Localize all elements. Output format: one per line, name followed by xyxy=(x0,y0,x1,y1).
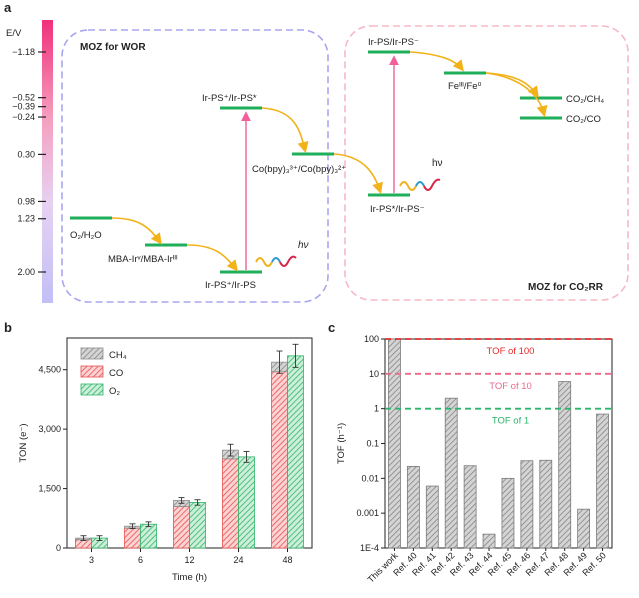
panel-b: b 0 1,500 3,000 4,500 TON (e⁻) Time (h) 3 6 12 24… xyxy=(4,320,313,583)
chart-b-legend-label: O₂ xyxy=(109,386,120,397)
chart-c-ytick-label: 100 xyxy=(364,334,379,344)
bar-tof xyxy=(388,338,401,549)
label-irps-plus-ground: Ir-PS⁺/Ir-PS xyxy=(205,280,256,291)
chart-c-ytick-label: 10 xyxy=(369,369,379,379)
energy-axis-tick-label: −0.39 xyxy=(12,102,35,112)
bar-tof xyxy=(577,508,591,549)
chart-b-xtick-label: 6 xyxy=(138,555,143,565)
bar-tof xyxy=(463,465,477,549)
bar-tof xyxy=(539,459,553,549)
bar-o2 xyxy=(238,456,255,549)
wor-zone-box xyxy=(61,29,329,303)
label-cobpy: Co(bpy)₃³⁺/Co(bpy)₃²⁺ xyxy=(252,164,346,175)
energy-axis-tick-label: −0.52 xyxy=(12,93,35,103)
bar-tof xyxy=(520,460,534,549)
energy-axis-tick-label: 0.30 xyxy=(17,149,35,159)
hv-label-wor: hν xyxy=(298,240,309,251)
chart-c-reference-label: TOF of 1 xyxy=(492,416,529,427)
co2rr-zone-box xyxy=(344,25,629,301)
chart-b-legend-label: CH₄ xyxy=(109,350,127,361)
panel-a: a E/V −1.18 −0.52−0.39−0.24 0.30 0.98 1.23 2.… xyxy=(4,0,629,303)
chart-b-ylabel: TON (e⁻) xyxy=(18,423,29,462)
chart-c-ytick-label: 0.1 xyxy=(366,439,379,449)
label-mba: MBA-Irᵛ/MBA-Irᴵᴵᴵ xyxy=(108,254,178,265)
label-irps-plus-excited: Ir-PS⁺/Ir-PS* xyxy=(202,93,257,104)
panel-a-letter: a xyxy=(4,0,12,15)
panel-c-letter: c xyxy=(328,320,335,335)
label-co2-ch4: CO₂/CH₄ xyxy=(566,94,604,105)
chart-b-xlabel: Time (h) xyxy=(172,572,207,583)
co2rr-zone-title: MOZ for CO₂RR xyxy=(528,282,604,293)
chart-b: 0 1,500 3,000 4,500 TON (e⁻) Time (h) 3 6 12 24 48… xyxy=(18,337,313,583)
energy-axis-tick-label: −0.24 xyxy=(12,112,35,122)
arrow-irps-to-fe xyxy=(409,51,464,72)
bar-o2 xyxy=(140,523,157,549)
chart-b-legend-swatch xyxy=(80,365,104,378)
arrow-cobpy-to-irps-minus xyxy=(333,153,383,195)
bar-tof xyxy=(444,397,458,549)
arrow-fe-to-co xyxy=(485,72,548,118)
bar-tof xyxy=(406,466,420,549)
bar-o2 xyxy=(287,355,304,549)
bar-tof xyxy=(501,477,515,549)
arrow-mba-to-irps xyxy=(186,244,238,272)
photon-wave-co2rr xyxy=(399,178,441,191)
chart-b-xtick-label: 48 xyxy=(282,555,292,565)
chart-b-xtick-label: 3 xyxy=(89,555,94,565)
label-irps-minus-excited: Ir-PS/Ir-PS⁻ xyxy=(368,37,419,48)
energy-levels xyxy=(70,50,562,274)
hv-label-co2rr: hν xyxy=(432,158,443,169)
chart-c-ytick-label: 1 xyxy=(374,404,379,414)
label-irps-minus-ground: Ir-PS*/Ir-PS⁻ xyxy=(370,204,425,215)
chart-c-reference-label: TOF of 10 xyxy=(489,381,532,392)
energy-axis-tick-label: 0.98 xyxy=(17,196,35,206)
bar-tof xyxy=(425,485,439,549)
chart-b-ytick-label: 0 xyxy=(56,543,61,553)
bar-co xyxy=(75,539,92,549)
chart-c-ytick-label: 1E-4 xyxy=(360,543,379,553)
electron-transfer-arrows xyxy=(111,51,548,272)
label-fe: Feᴵᴵᴵ/Fe⁰ xyxy=(448,81,482,92)
arrow-o2-to-mba xyxy=(111,217,162,245)
bar-co xyxy=(271,371,288,549)
chart-c-ytick-label: 0.01 xyxy=(361,473,379,483)
label-co2-co: CO₂/CO xyxy=(566,114,601,125)
bar-tof xyxy=(482,533,496,549)
chart-b-ytick-label: 1,500 xyxy=(38,484,61,494)
bar-tof xyxy=(558,381,572,549)
chart-c-reference-label: TOF of 100 xyxy=(487,346,535,357)
chart-b-ytick-label: 3,000 xyxy=(38,424,61,434)
energy-axis-tick-label: −1.18 xyxy=(12,47,35,57)
chart-b-ytick-label: 4,500 xyxy=(38,365,61,375)
panel-b-letter: b xyxy=(4,320,12,335)
arrow-irps-to-cobpy xyxy=(261,107,309,154)
energy-axis-tick-label: 1.23 xyxy=(17,214,35,224)
energy-axis-label: E/V xyxy=(6,28,22,39)
label-o2-h2o: O₂/H₂O xyxy=(70,230,102,241)
bar-co xyxy=(173,505,190,549)
arrow-fe-to-ch4 xyxy=(485,72,539,98)
bar-o2 xyxy=(189,502,206,549)
photon-wave-wor xyxy=(255,255,297,267)
wor-zone-title: MOZ for WOR xyxy=(80,42,146,53)
chart-b-xtick-label: 24 xyxy=(233,555,243,565)
chart-b-legend-swatch xyxy=(80,347,104,360)
chart-b-xtick-label: 12 xyxy=(184,555,194,565)
bar-co xyxy=(222,458,239,549)
energy-axis-ticks: −1.18 −0.52−0.39−0.24 0.30 0.98 1.23 2.00 xyxy=(12,47,46,277)
energy-axis-tick-label: 2.00 xyxy=(17,267,35,277)
chart-c-ylabel: TOF (h⁻¹) xyxy=(336,423,347,464)
bar-co xyxy=(124,527,141,549)
bar-tof xyxy=(596,413,609,549)
chart-b-legend-label: CO xyxy=(109,368,123,379)
energy-gradient-bar xyxy=(42,20,53,303)
chart-c-ytick-label: 0.001 xyxy=(356,508,379,518)
chart-b-legend-swatch xyxy=(80,383,104,396)
